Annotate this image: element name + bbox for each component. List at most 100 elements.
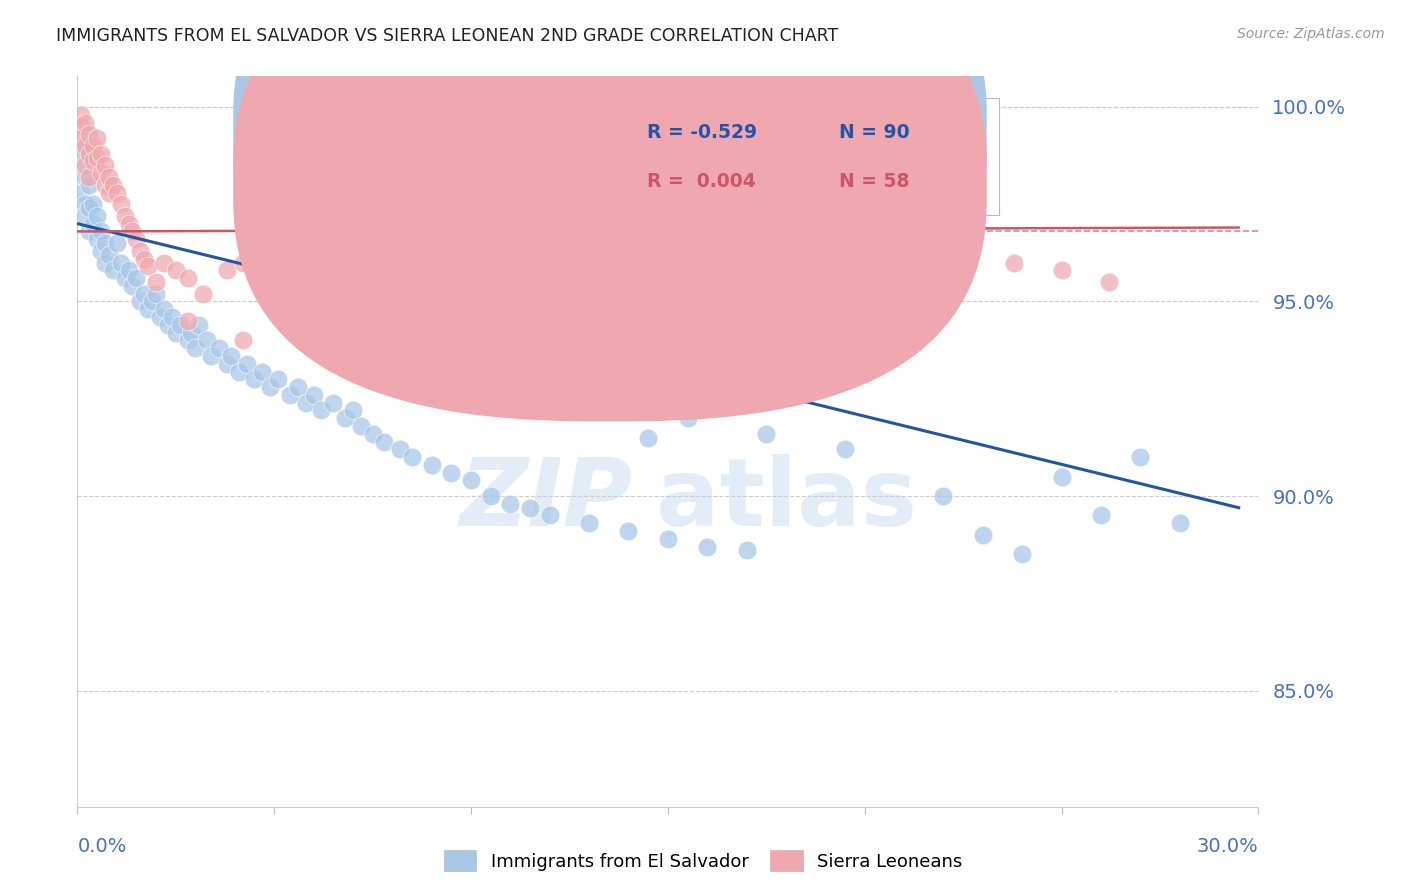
Point xyxy=(86,131,108,145)
Point xyxy=(243,372,266,386)
Point xyxy=(121,224,143,238)
Point xyxy=(156,318,179,332)
Point xyxy=(184,341,207,355)
Point xyxy=(90,146,112,161)
Point xyxy=(77,178,100,192)
Point xyxy=(834,442,856,457)
Point xyxy=(342,403,364,417)
Point xyxy=(1098,275,1121,289)
Point xyxy=(75,197,97,211)
Point xyxy=(117,217,139,231)
Point xyxy=(479,248,502,262)
Point xyxy=(657,248,679,262)
Point xyxy=(1050,469,1073,483)
Point xyxy=(322,395,344,409)
Point xyxy=(169,318,191,332)
Point xyxy=(972,528,994,542)
Point xyxy=(519,236,541,251)
Point xyxy=(82,154,104,169)
Text: ZIP: ZIP xyxy=(460,454,633,546)
Point xyxy=(180,326,202,340)
Point xyxy=(735,543,758,558)
Point xyxy=(77,201,100,215)
Point xyxy=(110,255,132,269)
Point xyxy=(165,263,187,277)
Point xyxy=(311,403,333,417)
Point xyxy=(77,169,100,184)
Point xyxy=(94,178,117,192)
Point xyxy=(755,248,778,262)
Point xyxy=(145,286,167,301)
Point xyxy=(1011,547,1033,561)
Text: Source: ZipAtlas.com: Source: ZipAtlas.com xyxy=(1237,27,1385,41)
Text: IMMIGRANTS FROM EL SALVADOR VS SIERRA LEONEAN 2ND GRADE CORRELATION CHART: IMMIGRANTS FROM EL SALVADOR VS SIERRA LE… xyxy=(56,27,838,45)
Point xyxy=(90,166,112,180)
Point xyxy=(141,294,163,309)
Point xyxy=(657,532,679,546)
Point xyxy=(94,236,117,251)
Point xyxy=(70,108,93,122)
Point xyxy=(637,431,659,445)
Point xyxy=(75,158,97,172)
Point xyxy=(75,139,97,153)
Point xyxy=(283,286,305,301)
Point xyxy=(215,357,238,371)
Point xyxy=(302,388,325,402)
Point xyxy=(90,224,112,238)
Point xyxy=(77,224,100,238)
Point xyxy=(153,255,176,269)
Point xyxy=(609,236,631,251)
Point xyxy=(232,255,254,269)
Text: 30.0%: 30.0% xyxy=(1197,837,1258,855)
Point xyxy=(75,115,97,129)
Point xyxy=(932,248,955,262)
Point xyxy=(412,255,434,269)
Point xyxy=(86,209,108,223)
Point xyxy=(873,236,896,251)
Point xyxy=(75,169,97,184)
Point xyxy=(361,426,384,441)
Point xyxy=(97,169,120,184)
Point xyxy=(228,364,250,378)
Point xyxy=(136,260,159,274)
Point xyxy=(136,302,159,317)
Point xyxy=(86,151,108,165)
Text: N = 90: N = 90 xyxy=(839,123,910,143)
Point xyxy=(696,540,718,554)
Point xyxy=(94,255,117,269)
Point xyxy=(440,263,463,277)
Point xyxy=(893,131,915,145)
Point xyxy=(195,334,218,348)
Point xyxy=(125,232,148,246)
Text: R = -0.529: R = -0.529 xyxy=(647,123,756,143)
Point xyxy=(219,349,242,363)
FancyBboxPatch shape xyxy=(574,98,998,215)
Point xyxy=(342,294,364,309)
Point xyxy=(479,489,502,503)
Point xyxy=(373,314,395,328)
Point xyxy=(82,139,104,153)
Point xyxy=(333,411,356,425)
Point xyxy=(932,489,955,503)
Point xyxy=(814,255,837,269)
Point xyxy=(287,380,309,394)
Point xyxy=(97,186,120,200)
Point xyxy=(401,450,423,464)
Point xyxy=(278,388,301,402)
Point xyxy=(134,252,156,266)
Point xyxy=(814,255,837,269)
Point xyxy=(117,263,139,277)
Point xyxy=(617,524,640,538)
Point xyxy=(252,364,274,378)
Point xyxy=(97,248,120,262)
Point xyxy=(232,334,254,348)
Point xyxy=(86,232,108,246)
Point xyxy=(1090,508,1112,523)
Point xyxy=(121,279,143,293)
Point xyxy=(70,131,93,145)
Point xyxy=(215,263,238,277)
Text: atlas: atlas xyxy=(657,454,917,546)
Point xyxy=(254,275,277,289)
Point xyxy=(70,158,93,172)
Point xyxy=(235,357,257,371)
